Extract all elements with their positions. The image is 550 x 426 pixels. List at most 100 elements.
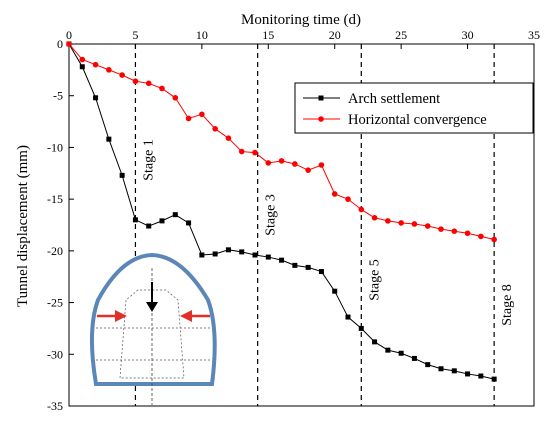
data-point bbox=[119, 72, 125, 78]
y-tick-label: -25 bbox=[47, 296, 63, 310]
legend: Arch settlement Horizontal convergence bbox=[294, 82, 534, 134]
data-point bbox=[411, 355, 417, 361]
data-point bbox=[425, 362, 431, 368]
data-point bbox=[132, 217, 138, 223]
data-point bbox=[93, 95, 99, 101]
tunnel-outline bbox=[90, 252, 217, 386]
x-axis-title: Monitoring time (d) bbox=[241, 12, 361, 28]
data-point bbox=[225, 247, 231, 253]
y-tick-label: -20 bbox=[47, 244, 63, 258]
data-point bbox=[172, 212, 178, 218]
x-tick-label: 10 bbox=[196, 28, 208, 42]
legend-box bbox=[294, 82, 534, 134]
data-point bbox=[292, 161, 298, 167]
y-axis-title: Tunnel displacement (mm) bbox=[15, 145, 31, 307]
data-point bbox=[465, 371, 471, 377]
data-point bbox=[132, 78, 139, 85]
data-point bbox=[358, 325, 364, 331]
y-tick-label: -30 bbox=[47, 347, 63, 361]
y-tick-label: -10 bbox=[47, 140, 63, 154]
data-point bbox=[305, 264, 311, 270]
data-point bbox=[279, 257, 285, 263]
data-point bbox=[398, 350, 404, 356]
data-point bbox=[278, 158, 285, 164]
x-tick-label: 35 bbox=[528, 28, 540, 42]
inset-arrow-left-head bbox=[180, 310, 192, 322]
data-point bbox=[199, 111, 205, 118]
data-point bbox=[66, 41, 72, 47]
data-point bbox=[159, 85, 165, 92]
plot-area-frame bbox=[68, 43, 535, 407]
data-point bbox=[345, 314, 351, 320]
data-point bbox=[491, 376, 497, 382]
x-tick-label: 25 bbox=[395, 28, 407, 42]
data-point bbox=[372, 339, 378, 345]
data-point bbox=[318, 269, 324, 275]
data-point bbox=[358, 206, 365, 213]
data-point bbox=[318, 162, 325, 168]
data-point bbox=[212, 251, 218, 257]
data-point bbox=[185, 115, 192, 122]
data-point bbox=[305, 167, 311, 173]
data-point bbox=[106, 136, 112, 142]
data-point bbox=[146, 223, 152, 229]
stage-label: Stage 5 bbox=[367, 259, 382, 301]
y-tick-label: 0 bbox=[57, 37, 63, 51]
data-point bbox=[438, 226, 444, 232]
stage-label: Stage 1 bbox=[141, 139, 156, 181]
x-tick-label: 30 bbox=[462, 28, 474, 42]
data-point bbox=[424, 223, 431, 229]
data-point bbox=[371, 214, 378, 221]
data-point bbox=[451, 228, 458, 235]
data-point bbox=[159, 218, 165, 224]
data-point bbox=[464, 230, 471, 237]
data-point bbox=[491, 236, 497, 243]
data-point bbox=[225, 135, 232, 141]
legend-arch-marker bbox=[318, 95, 324, 101]
inset-arrow-down-head bbox=[146, 302, 158, 312]
legend-arch-label: Arch settlement bbox=[348, 91, 440, 107]
y-tick-label: -5 bbox=[53, 89, 63, 103]
data-point bbox=[79, 64, 85, 70]
x-tick-label: 0 bbox=[66, 28, 72, 42]
data-point bbox=[252, 149, 258, 156]
data-point bbox=[332, 288, 338, 294]
data-point bbox=[79, 56, 86, 63]
data-point bbox=[398, 220, 404, 226]
data-point bbox=[331, 191, 338, 197]
data-point bbox=[92, 61, 99, 68]
tunnel-cross-section-icon bbox=[90, 252, 217, 405]
data-point bbox=[239, 249, 245, 255]
y-tick-label: -35 bbox=[47, 399, 63, 413]
data-point bbox=[212, 126, 218, 132]
data-point bbox=[186, 220, 192, 226]
stage-label: Stage 3 bbox=[264, 194, 279, 236]
data-point bbox=[106, 67, 112, 73]
data-point bbox=[252, 252, 258, 258]
data-point bbox=[478, 233, 484, 240]
stage-label: Stage 8 bbox=[500, 284, 515, 326]
data-point bbox=[385, 347, 391, 353]
data-point bbox=[265, 160, 272, 166]
x-tick-label: 5 bbox=[132, 28, 138, 42]
data-point bbox=[119, 172, 125, 178]
legend-horizontal-label: Horizontal convergence bbox=[348, 112, 487, 128]
y-tick-label: -15 bbox=[47, 192, 63, 206]
data-point bbox=[265, 254, 271, 260]
data-point bbox=[172, 94, 179, 101]
x-tick-label: 20 bbox=[329, 28, 341, 42]
x-tick-label: 15 bbox=[262, 28, 274, 42]
data-point bbox=[438, 366, 444, 372]
data-point bbox=[478, 373, 484, 379]
data-point bbox=[451, 368, 457, 374]
data-point bbox=[345, 196, 351, 202]
data-point bbox=[385, 218, 391, 224]
data-point bbox=[411, 221, 418, 227]
axis-ticks: 0 5 10 15 20 25 30 35 0 -5 -10 -15 -20 -25 -30 -35 bbox=[47, 28, 540, 413]
data-point bbox=[238, 148, 245, 155]
series-markers bbox=[66, 41, 497, 382]
legend-horizontal-marker bbox=[318, 116, 324, 122]
data-point bbox=[199, 252, 205, 258]
data-point bbox=[292, 262, 298, 268]
